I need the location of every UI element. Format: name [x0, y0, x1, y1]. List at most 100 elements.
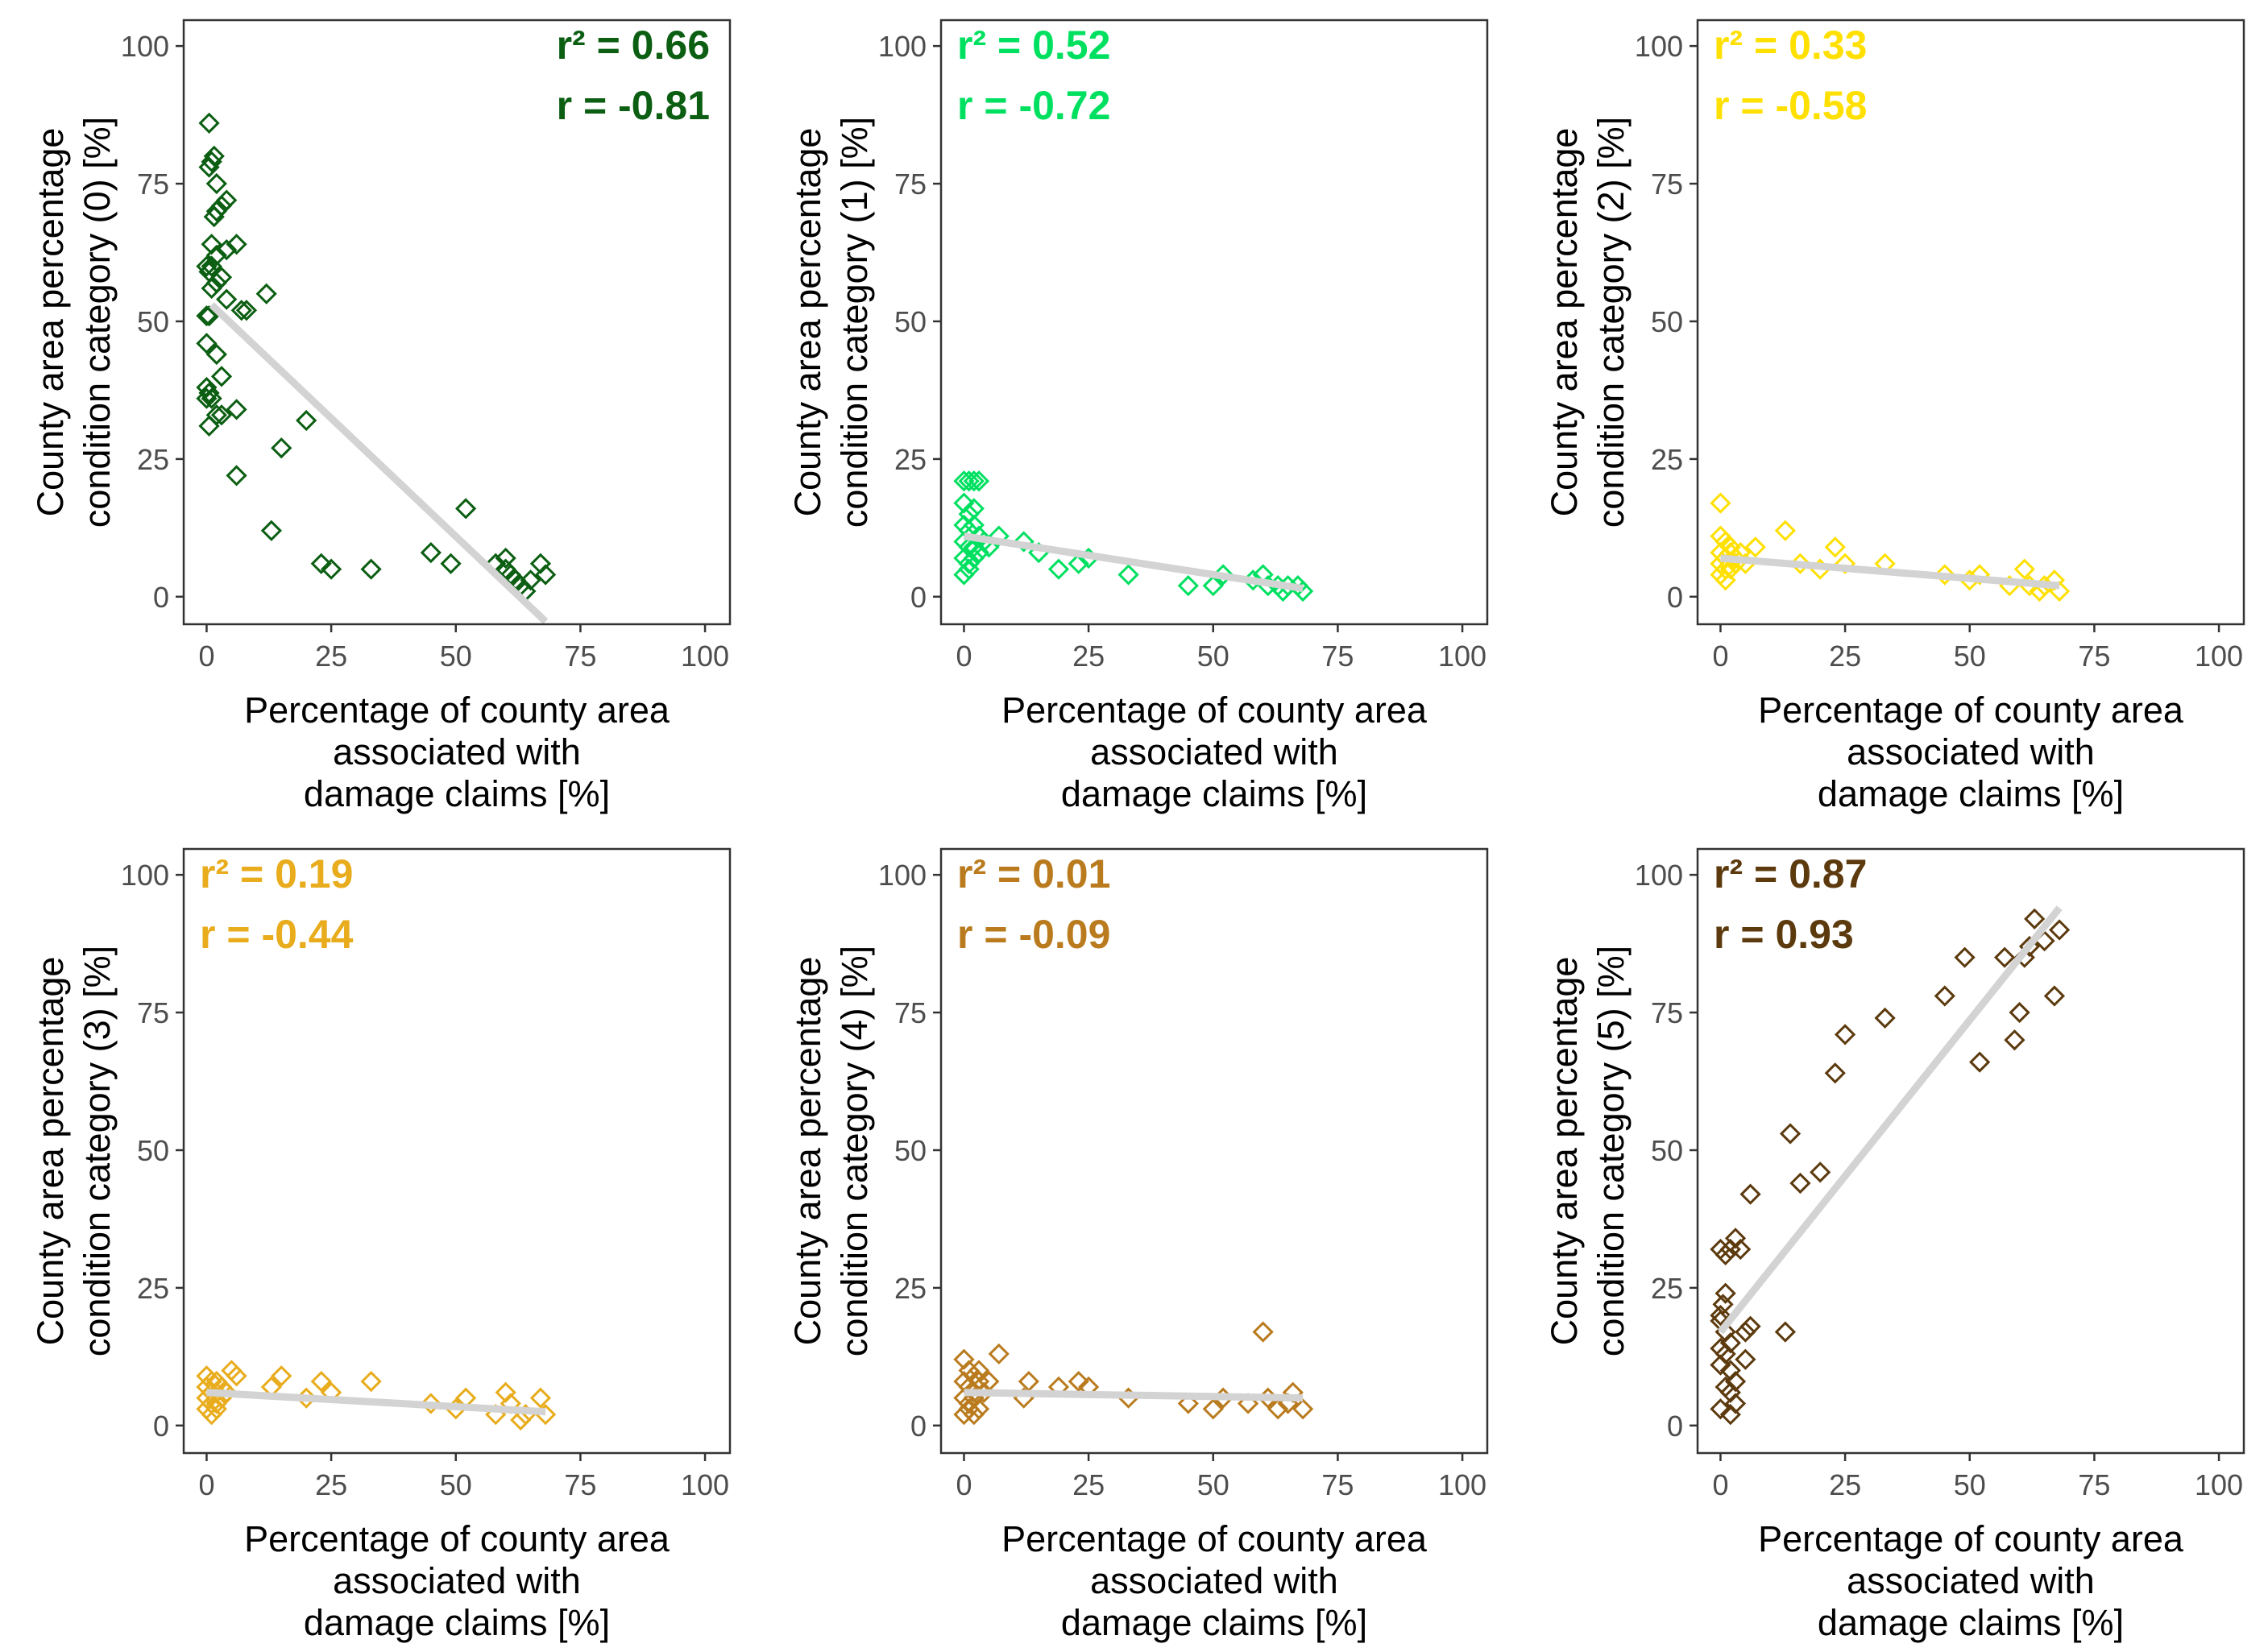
data-point: [201, 387, 222, 409]
plot-border: [939, 847, 1489, 1455]
data-point: [958, 558, 980, 580]
data-point: [1714, 1244, 1736, 1265]
data-point: [2029, 580, 2050, 602]
y-tick-label: 25: [1651, 443, 1683, 476]
y-tick-label: 50: [894, 305, 927, 338]
data-point: [1969, 1051, 1991, 1073]
y-axis-title: County area percentage: [30, 128, 71, 517]
x-tick-label: 25: [1829, 1468, 1861, 1501]
data-point: [2013, 558, 2035, 580]
x-tick-label: 0: [1712, 1468, 1728, 1501]
data-point: [205, 1398, 227, 1420]
regression-line: [1720, 554, 2060, 590]
x-tick-label: 75: [1321, 1468, 1354, 1501]
data-point: [495, 547, 516, 569]
data-point: [1724, 1370, 1747, 1393]
data-point: [963, 470, 985, 492]
data-point: [968, 1360, 990, 1381]
y-axis-title: County area percentage: [787, 128, 828, 517]
x-tick-label: 50: [1197, 1468, 1229, 1501]
data-point: [2043, 985, 2066, 1007]
x-tick-label: 25: [1072, 640, 1105, 673]
y-tick-label: 75: [1651, 996, 1683, 1029]
data-point: [958, 553, 980, 574]
data-point: [198, 415, 220, 437]
scatter-panel-1: 00 25 25 50 50 75 75 100 100 r² = 0.52 r = -0.72 Pe…: [787, 19, 1489, 814]
r-label: r = -0.81: [557, 83, 710, 128]
data-point: [230, 300, 252, 321]
data-point: [1834, 1024, 1856, 1045]
x-axis-title: damage claims [%]: [304, 773, 610, 814]
x-tick-label: 100: [681, 640, 729, 673]
data-point: [440, 553, 462, 574]
data-point: [271, 437, 292, 459]
data-point: [1735, 1348, 1756, 1370]
data-point: [196, 387, 218, 409]
y-tick-label: 0: [153, 1410, 169, 1443]
plot-border: [1696, 19, 2245, 626]
x-tick-label: 50: [1954, 1468, 1986, 1501]
x-tick-label: 100: [2195, 640, 2243, 673]
x-axis-title: associated with: [333, 731, 581, 772]
data-point: [2009, 1001, 2030, 1024]
y-tick-label: 75: [137, 168, 169, 201]
data-point: [255, 283, 277, 304]
data-point: [529, 553, 552, 574]
data-point: [1292, 1398, 1314, 1420]
x-tick-label: 75: [564, 1468, 596, 1501]
data-point: [1810, 1161, 1831, 1183]
data-point: [216, 288, 238, 310]
data-point: [1710, 1398, 1731, 1420]
x-axis-title: Percentage of county area: [1758, 1518, 2184, 1559]
x-tick-label: 25: [1829, 640, 1861, 673]
scatter-panel-3: 00 25 25 50 50 75 75 100 100 r² = 0.19 r = -0.44 Pe…: [30, 847, 732, 1643]
r-squared-label: r² = 0.01: [957, 851, 1110, 896]
x-axis-title: Percentage of county area: [1001, 1518, 1428, 1559]
data-point: [198, 382, 220, 404]
data-point: [1874, 1007, 1896, 1029]
r-squared-label: r² = 0.19: [200, 851, 353, 896]
data-point: [1724, 1228, 1747, 1249]
y-tick-label: 25: [137, 1272, 169, 1305]
regression-line: [209, 302, 549, 624]
data-point: [2048, 919, 2071, 941]
data-point: [1774, 1321, 1796, 1343]
data-point: [510, 1409, 532, 1431]
y-tick-label: 75: [137, 996, 169, 1029]
regression-line: [964, 1389, 1304, 1402]
data-point: [420, 1393, 442, 1414]
scatter-panel-5: 00 25 25 50 50 75 75 100 100 r² = 0.87 r = 0.93 Per…: [1544, 847, 2245, 1643]
regression-line: [206, 1389, 546, 1416]
data-point: [1954, 946, 1976, 968]
r-label: r = -0.09: [957, 912, 1110, 957]
x-axis-title: associated with: [1847, 731, 2095, 772]
x-tick-label: 0: [198, 640, 214, 673]
y-tick-label: 50: [894, 1134, 927, 1167]
data-point: [205, 244, 227, 267]
y-axis-title: County area percentage: [787, 957, 828, 1346]
data-point: [1719, 1360, 1741, 1381]
x-tick-label: 100: [2195, 1468, 2243, 1501]
data-point: [1719, 1381, 1741, 1403]
data-point: [1202, 1398, 1224, 1420]
data-point: [1714, 1282, 1736, 1304]
data-point: [196, 305, 218, 327]
r-squared-label: r² = 0.66: [557, 23, 710, 68]
regression-line: [1717, 905, 2063, 1335]
x-tick-label: 75: [2078, 640, 2110, 673]
data-point: [1267, 1398, 1289, 1420]
data-point: [205, 201, 227, 222]
data-point: [1824, 536, 1846, 558]
y-tick-label: 100: [878, 859, 927, 892]
y-tick-label: 0: [910, 1410, 927, 1443]
x-axis-title: damage claims [%]: [1061, 1602, 1367, 1643]
data-point: [1719, 1404, 1741, 1426]
data-point: [210, 366, 233, 387]
data-point: [1730, 1238, 1752, 1261]
x-tick-label: 50: [1197, 640, 1229, 673]
data-point: [1047, 558, 1070, 580]
y-axis-title: condition category (0) [%]: [77, 117, 118, 528]
data-point: [310, 1370, 332, 1393]
x-axis-title: Percentage of county area: [1001, 689, 1428, 731]
scatter-panel-4: 00 25 25 50 50 75 75 100 100 r² = 0.01 r = -0.09 Pe…: [787, 847, 1489, 1643]
